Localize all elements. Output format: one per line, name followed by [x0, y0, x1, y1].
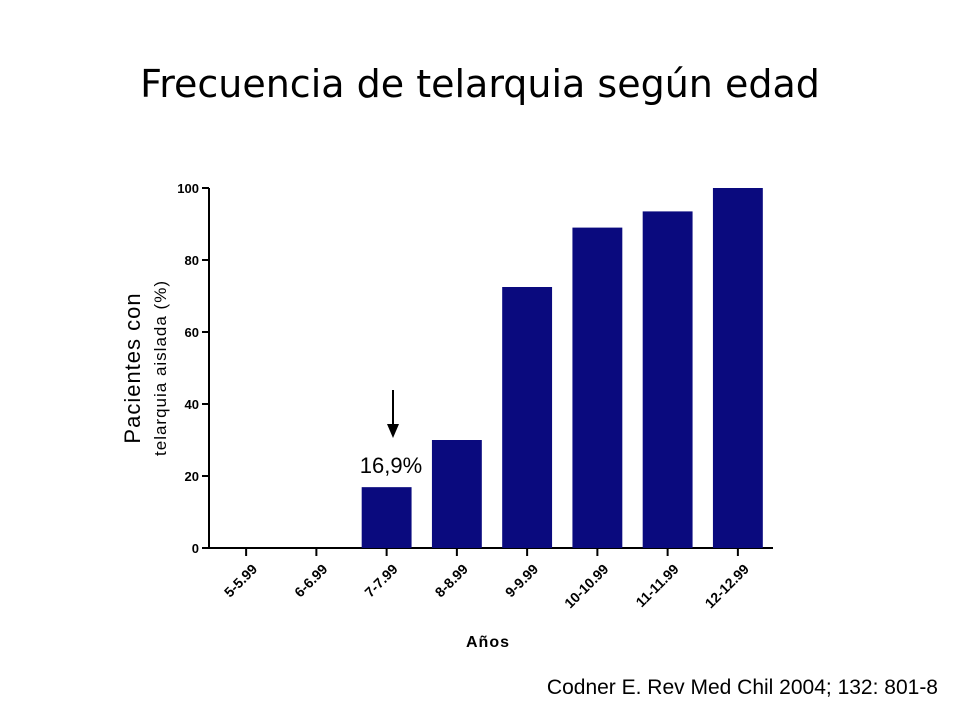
- x-tick-label: 8-8.99: [432, 561, 472, 601]
- x-tick-label: 12-12.99: [702, 561, 753, 612]
- annotation-label: 16,9%: [360, 453, 422, 478]
- bar-7-7.99: [361, 487, 412, 548]
- bar-8-8.99: [431, 440, 482, 548]
- y-tick-label: 100: [177, 181, 199, 196]
- x-tick-label: 5-5.99: [221, 561, 261, 601]
- bar-10-10.99: [572, 227, 623, 548]
- bars: [361, 188, 763, 548]
- x-tick-label: 11-11.99: [632, 561, 681, 610]
- y-axis-label-line2: telarquia aislada (%): [151, 280, 170, 456]
- bar-11-11.99: [642, 211, 693, 548]
- x-tick-marks: [245, 548, 739, 556]
- x-axis: 5-5.99 6-6.99 7-7.99 8-8.99 9-9.99 10-10.99 11…: [209, 547, 773, 651]
- x-tick-labels: 5-5.99 6-6.99 7-7.99 8-8.99 9-9.99 10-10.99 11…: [221, 561, 752, 612]
- annotation-arrow-head: [387, 424, 399, 438]
- citation: Codner E. Rev Med Chil 2004; 132: 801-8: [546, 676, 938, 699]
- y-axis-label: Pacientes con telarquia aislada (%): [120, 280, 170, 456]
- bar-12-12.99: [712, 188, 763, 548]
- y-axis-label-line1: Pacientes con: [120, 292, 145, 443]
- y-axis: 0 20 40 60 80 100 Pacientes con telarquia ais…: [120, 181, 210, 556]
- y-tick-label: 40: [185, 397, 199, 412]
- x-tick-label: 9-9.99: [502, 561, 542, 601]
- x-tick-label: 10-10.99: [561, 561, 612, 612]
- y-tick-label: 60: [185, 325, 199, 340]
- y-tick-label: 0: [192, 541, 199, 556]
- y-tick-labels: 0 20 40 60 80 100: [177, 181, 199, 556]
- page-title: Frecuencia de telarquia según edad: [140, 62, 820, 106]
- y-tick-label: 20: [185, 469, 199, 484]
- x-tick-label: 6-6.99: [291, 561, 331, 601]
- bar-9-9.99: [502, 287, 553, 548]
- y-tick-label: 80: [185, 253, 199, 268]
- x-tick-label: 7-7.99: [361, 561, 401, 601]
- annotation: 16,9%: [360, 390, 422, 478]
- y-tick-marks: [202, 187, 209, 549]
- x-axis-label: Años: [466, 634, 510, 651]
